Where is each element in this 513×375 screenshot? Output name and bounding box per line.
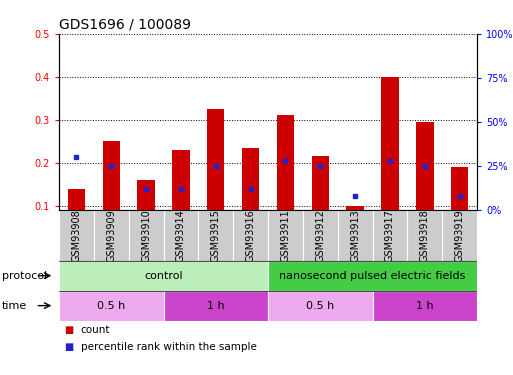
Bar xyxy=(94,210,129,261)
Bar xyxy=(59,261,268,291)
Text: protocol: protocol xyxy=(2,271,47,280)
Bar xyxy=(207,109,225,249)
Text: 1 h: 1 h xyxy=(207,301,225,310)
Text: GSM93910: GSM93910 xyxy=(141,209,151,262)
Text: GSM93911: GSM93911 xyxy=(281,209,290,262)
Bar xyxy=(416,122,433,249)
Bar xyxy=(199,210,233,261)
Text: GSM93913: GSM93913 xyxy=(350,209,360,262)
Text: GSM93916: GSM93916 xyxy=(246,209,255,262)
Bar xyxy=(346,206,364,249)
Bar xyxy=(303,210,338,261)
Text: GSM93908: GSM93908 xyxy=(71,209,82,262)
Bar xyxy=(233,210,268,261)
Bar xyxy=(407,210,442,261)
Text: GSM93912: GSM93912 xyxy=(315,209,325,262)
Bar xyxy=(442,210,477,261)
Bar xyxy=(268,210,303,261)
Text: nanosecond pulsed electric fields: nanosecond pulsed electric fields xyxy=(280,271,466,280)
Bar xyxy=(172,150,190,249)
Text: GSM93914: GSM93914 xyxy=(176,209,186,262)
Text: control: control xyxy=(144,271,183,280)
Bar xyxy=(103,141,120,249)
Bar xyxy=(129,210,164,261)
Text: GSM93919: GSM93919 xyxy=(455,209,465,262)
Text: GSM93918: GSM93918 xyxy=(420,209,430,262)
Bar xyxy=(268,261,477,291)
Text: percentile rank within the sample: percentile rank within the sample xyxy=(81,342,256,352)
Bar xyxy=(164,210,199,261)
Bar xyxy=(164,291,268,321)
Bar xyxy=(311,156,329,249)
Bar xyxy=(381,77,399,249)
Bar xyxy=(68,189,85,249)
Text: ■: ■ xyxy=(64,325,73,335)
Bar xyxy=(137,180,155,249)
Text: GSM93917: GSM93917 xyxy=(385,209,395,262)
Bar xyxy=(242,148,260,249)
Bar xyxy=(451,167,468,249)
Text: GDS1696 / 100089: GDS1696 / 100089 xyxy=(59,17,191,31)
Bar xyxy=(268,291,372,321)
Bar xyxy=(277,116,294,249)
Text: 1 h: 1 h xyxy=(416,301,433,310)
Text: 0.5 h: 0.5 h xyxy=(306,301,334,310)
Text: ■: ■ xyxy=(64,342,73,352)
Text: 0.5 h: 0.5 h xyxy=(97,301,125,310)
Text: time: time xyxy=(2,301,27,310)
Text: GSM93909: GSM93909 xyxy=(106,209,116,262)
Text: GSM93915: GSM93915 xyxy=(211,209,221,262)
Bar xyxy=(372,291,477,321)
Bar xyxy=(59,291,164,321)
Text: count: count xyxy=(81,325,110,335)
Bar xyxy=(59,210,94,261)
Bar xyxy=(338,210,372,261)
Bar xyxy=(372,210,407,261)
